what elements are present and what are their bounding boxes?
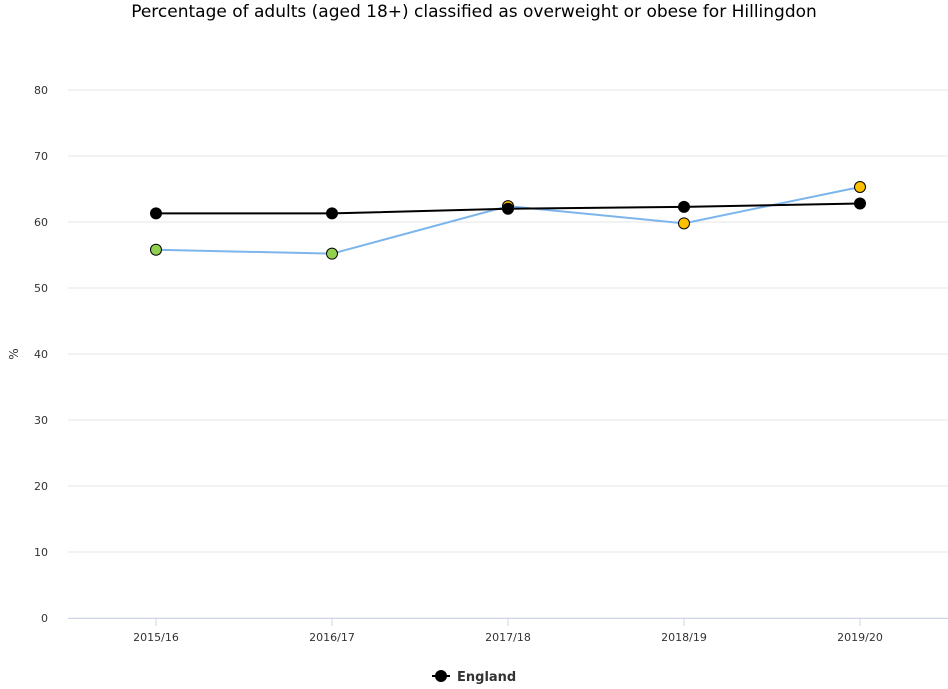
data-point[interactable] xyxy=(326,207,338,220)
chart-title: Percentage of adults (aged 18+) classifi… xyxy=(131,2,817,22)
legend[interactable]: England xyxy=(432,670,516,685)
data-point[interactable] xyxy=(150,243,162,256)
series-england xyxy=(150,197,866,220)
x-tick-label: 2016/17 xyxy=(309,631,355,644)
x-tick-label: 2019/20 xyxy=(837,631,883,644)
data-point[interactable] xyxy=(854,197,866,210)
series-line xyxy=(155,186,861,255)
y-tick-label: 30 xyxy=(34,414,48,427)
y-tick-label: 70 xyxy=(34,150,48,163)
data-point[interactable] xyxy=(678,217,690,230)
y-tick-label: 0 xyxy=(41,612,48,625)
y-tick-label: 60 xyxy=(34,216,48,229)
y-tick-label: 50 xyxy=(34,282,48,295)
axes: 0 10 20 30 40 50 60 70 80 2015/16 2016/17 2017/18 20… xyxy=(7,84,948,644)
series-local xyxy=(150,181,866,260)
data-point[interactable] xyxy=(854,181,866,194)
legend-label-england[interactable]: England xyxy=(457,670,516,685)
y-tick-label: 20 xyxy=(34,480,48,493)
x-tick-label: 2017/18 xyxy=(485,631,531,644)
y-tick-label: 80 xyxy=(34,84,48,97)
data-point[interactable] xyxy=(326,247,338,260)
y-axis-title: % xyxy=(7,348,21,359)
series xyxy=(150,181,866,260)
y-tick-label: 10 xyxy=(34,546,48,559)
data-point[interactable] xyxy=(502,202,514,215)
legend-marker xyxy=(435,670,447,682)
data-point[interactable] xyxy=(150,207,162,220)
data-point[interactable] xyxy=(678,200,690,213)
x-tick-label: 2015/16 xyxy=(133,631,179,644)
y-tick-label: 40 xyxy=(34,348,48,361)
gridlines xyxy=(68,89,948,619)
x-tick-label: 2018/19 xyxy=(661,631,707,644)
